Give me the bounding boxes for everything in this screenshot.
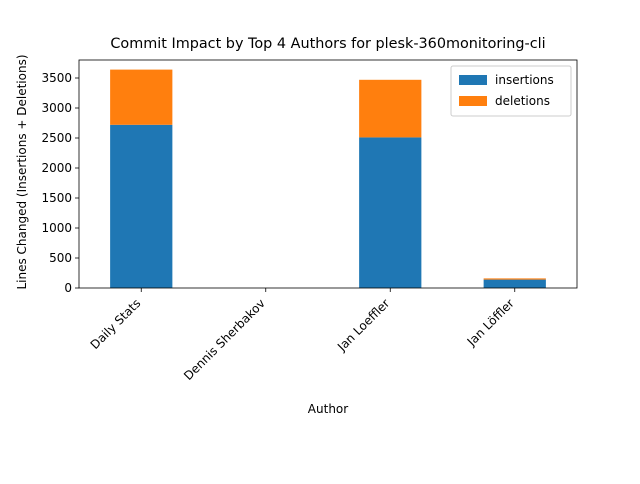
bar-deletions-0 — [110, 69, 173, 125]
bar-deletions-3 — [483, 278, 546, 280]
legend-label-deletions: deletions — [495, 94, 550, 108]
x-axis-label: Author — [308, 402, 348, 416]
bar-deletions-2 — [359, 79, 422, 138]
chart-title: Commit Impact by Top 4 Authors for plesk… — [110, 36, 545, 52]
y-tick-label: 1000 — [41, 221, 72, 235]
legend-swatch-insertions — [459, 75, 487, 85]
y-tick-label: 2000 — [41, 161, 72, 175]
y-tick-label: 2500 — [41, 131, 72, 145]
bar-insertions-3 — [483, 279, 546, 288]
y-axis-label: Lines Changed (Insertions + Deletions) — [15, 54, 29, 289]
bar-insertions-2 — [359, 137, 422, 288]
y-tick-label: 1500 — [41, 191, 72, 205]
legend-label-insertions: insertions — [495, 73, 554, 87]
y-tick-label: 0 — [64, 281, 72, 295]
plot-frame — [78, 59, 578, 289]
y-tick-label: 3500 — [41, 71, 72, 85]
y-tick-label: 500 — [49, 251, 72, 265]
y-tick-label: 3000 — [41, 101, 72, 115]
legend-swatch-deletions — [459, 96, 487, 106]
bar-insertions-0 — [110, 124, 173, 288]
